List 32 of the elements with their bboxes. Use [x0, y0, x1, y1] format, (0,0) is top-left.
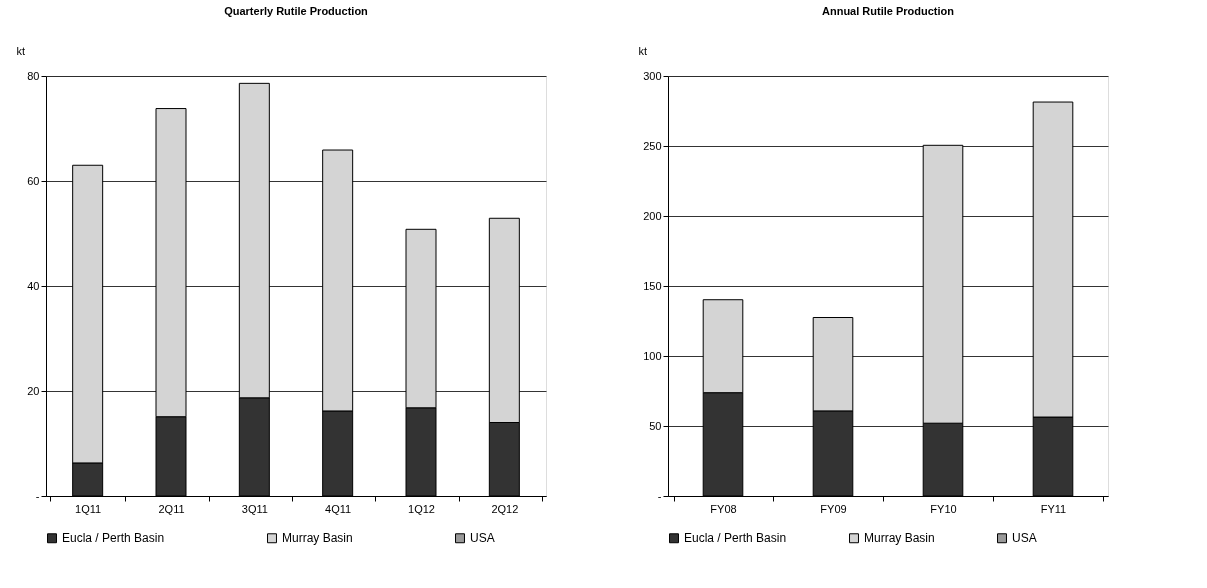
chart-title: Annual Rutile Production	[822, 5, 955, 17]
y-axis-title: kt	[638, 44, 648, 57]
y-tick-label: 250	[643, 139, 662, 152]
legend-label: Murray Basin	[282, 531, 353, 546]
legend-label: Eucla / Perth Basin	[62, 531, 165, 546]
legend-label: Eucla / Perth Basin	[684, 531, 787, 546]
x-tick-label: FY10	[930, 502, 957, 515]
legend-label: USA	[1012, 531, 1037, 546]
y-tick-label: -	[657, 489, 662, 502]
x-tick-label: 1Q11	[75, 502, 102, 515]
x-tick-label: FY09	[820, 502, 847, 515]
x-tick-label: 4Q11	[325, 502, 352, 515]
y-tick-label: 50	[649, 419, 662, 432]
x-tick-label: 3Q11	[241, 502, 268, 515]
x-tick-label: 2Q12	[491, 502, 519, 515]
y-tick-label: -	[35, 489, 40, 502]
x-tick-label: 2Q11	[158, 502, 185, 515]
y-tick-label: 150	[643, 279, 662, 292]
y-tick-label: 20	[27, 384, 40, 397]
legend-label: Murray Basin	[864, 531, 935, 546]
x-tick-label: FY08	[710, 502, 737, 515]
y-tick-label: 100	[643, 349, 662, 362]
y-tick-label: 80	[27, 69, 40, 82]
y-tick-label: 300	[643, 69, 662, 82]
y-axis-title: kt	[16, 44, 26, 57]
legend-label: USA	[470, 531, 495, 546]
x-tick-label: FY11	[1040, 502, 1067, 515]
y-tick-label: 200	[643, 209, 662, 222]
y-tick-label: 40	[27, 279, 40, 292]
y-tick-label: 60	[27, 174, 40, 187]
chart-title: Quarterly Rutile Production	[224, 5, 369, 17]
x-tick-label: 1Q12	[408, 502, 435, 515]
